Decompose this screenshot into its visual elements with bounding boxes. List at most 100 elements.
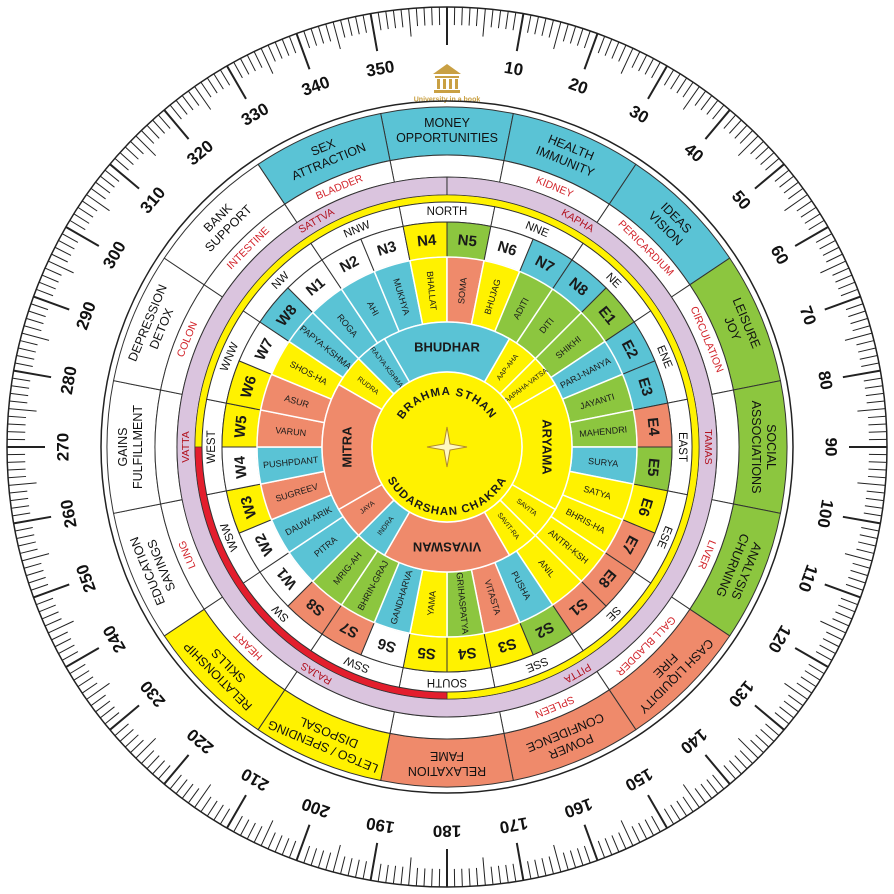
pada-name: MAHENDRI <box>579 424 628 439</box>
degree-tick <box>181 783 194 799</box>
degree-tick <box>704 754 731 785</box>
degree-tick <box>281 838 290 856</box>
degree-tick <box>213 804 224 821</box>
pada-code: N5 <box>457 232 478 251</box>
degree-tick <box>73 213 90 224</box>
degree-tick <box>835 611 853 620</box>
degree-tick <box>415 8 419 27</box>
pada-code: W5 <box>231 415 250 439</box>
degree-tick <box>169 774 182 790</box>
degree-tick <box>497 10 502 29</box>
degree-tick <box>527 14 532 33</box>
degree-tick <box>274 835 283 853</box>
degree-tick <box>755 734 770 748</box>
degree-tick <box>90 187 106 200</box>
degree-tick <box>852 562 871 569</box>
degree-tick <box>69 219 86 231</box>
degree-tick <box>822 638 840 648</box>
degree-tick <box>109 163 140 190</box>
degree-tick <box>146 755 160 770</box>
pada-code: E7 <box>618 532 642 556</box>
degree-tick <box>44 618 62 627</box>
degree-tick <box>541 858 547 876</box>
degree-tick <box>723 765 737 780</box>
degree-tick <box>332 21 341 50</box>
degree-tick <box>260 820 274 846</box>
degree-tick <box>415 867 419 886</box>
degree-tick <box>706 779 719 795</box>
degree-tick <box>9 490 28 494</box>
degree-label: 350 <box>365 57 396 81</box>
degree-tick <box>340 856 346 875</box>
degree-tick <box>760 729 775 742</box>
degree-tick <box>796 682 813 694</box>
pada-code: N6 <box>495 238 518 260</box>
zone-aspect: SOCIAL <box>764 424 778 470</box>
degree-tick <box>317 26 325 44</box>
degree-tick <box>130 140 144 155</box>
degree-tick <box>723 114 737 129</box>
degree-tick <box>765 723 780 737</box>
zone-aspect: FAME <box>430 749 464 763</box>
degree-tick <box>676 800 688 817</box>
pada-code: N4 <box>416 232 437 251</box>
degree-tick <box>706 99 719 115</box>
degree-tick <box>385 11 389 30</box>
degree-tick <box>583 845 591 864</box>
degree-tick <box>475 8 479 27</box>
degree-tick <box>819 239 836 250</box>
degree-tick <box>638 54 648 72</box>
degree-tick <box>737 737 759 759</box>
degree-tick <box>246 54 256 72</box>
degree-tick <box>729 760 742 775</box>
degree-tick <box>826 631 843 641</box>
degree-tick <box>181 95 194 111</box>
degree-tick <box>114 157 129 171</box>
degree-tick <box>576 28 584 46</box>
degree-tick <box>822 246 840 256</box>
degree-tick <box>597 36 606 54</box>
degree-tick <box>842 369 881 379</box>
degree-tick <box>169 104 182 120</box>
degree-tick <box>423 868 426 887</box>
degree-tick <box>857 408 886 412</box>
degree-tick <box>99 706 115 719</box>
degree-tick <box>461 7 463 26</box>
degree-tick <box>663 808 675 825</box>
degree-tick <box>534 859 539 878</box>
degree-tick <box>583 33 599 70</box>
degree-tick <box>206 77 218 94</box>
degree-tick <box>16 534 35 539</box>
degree-tick <box>48 260 74 274</box>
degree-tick <box>7 423 26 426</box>
degree-tick <box>303 845 311 864</box>
degree-tick <box>12 512 31 517</box>
degree-tick <box>784 682 808 700</box>
degree-tick <box>604 38 613 56</box>
degree-tick <box>213 73 224 90</box>
degree-tick <box>14 362 33 367</box>
degree-tick <box>754 163 785 190</box>
degree-tick <box>163 754 190 785</box>
degree-label: 190 <box>365 813 396 837</box>
degree-tick <box>842 515 881 525</box>
degree-tick <box>23 562 42 569</box>
degree-tick <box>219 69 231 86</box>
degree-tick <box>611 41 620 59</box>
degree-tick <box>644 58 655 75</box>
degree-tick <box>400 866 404 885</box>
degree-tick <box>739 130 754 144</box>
degree-tick <box>14 527 33 532</box>
pada-name: YAMA <box>425 590 437 616</box>
direction-label: SOUTH <box>427 676 467 688</box>
degree-tick <box>604 838 613 856</box>
degree-tick <box>8 482 37 486</box>
degree-tick <box>41 611 59 620</box>
degree-tick <box>850 317 868 325</box>
degree-tick <box>95 181 111 194</box>
degree-tick <box>194 86 212 110</box>
degree-tick <box>844 553 873 562</box>
degree-tick <box>512 863 517 882</box>
degree-tick <box>865 392 884 397</box>
degree-tick <box>431 7 433 26</box>
